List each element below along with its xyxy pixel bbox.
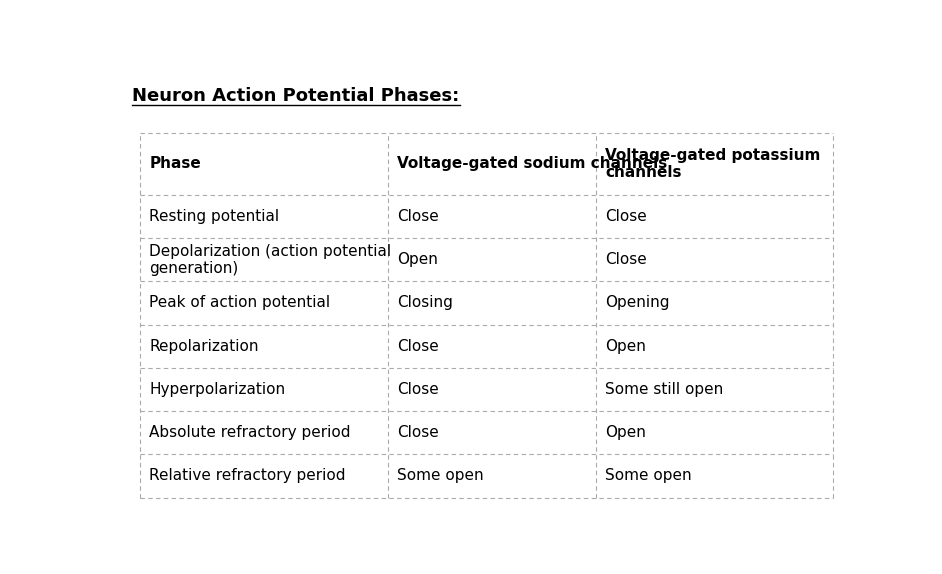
Text: Close: Close (606, 252, 647, 267)
Text: Open: Open (398, 252, 438, 267)
Text: Phase: Phase (149, 156, 201, 172)
Text: Close: Close (398, 339, 439, 354)
Text: Close: Close (398, 209, 439, 224)
Text: Voltage-gated potassium
channels: Voltage-gated potassium channels (606, 148, 820, 180)
Text: Peak of action potential: Peak of action potential (149, 296, 331, 311)
Text: Relative refractory period: Relative refractory period (149, 468, 346, 483)
Text: Resting potential: Resting potential (149, 209, 279, 224)
Text: Open: Open (606, 339, 646, 354)
Text: Close: Close (606, 209, 647, 224)
Text: Opening: Opening (606, 296, 670, 311)
Text: Open: Open (606, 425, 646, 440)
Text: Closing: Closing (398, 296, 453, 311)
Text: Voltage-gated sodium channels: Voltage-gated sodium channels (398, 156, 668, 172)
Text: Close: Close (398, 425, 439, 440)
Text: Depolarization (action potential
generation): Depolarization (action potential generat… (149, 243, 391, 276)
Text: Hyperpolarization: Hyperpolarization (149, 382, 285, 397)
Text: Repolarization: Repolarization (149, 339, 259, 354)
Text: Neuron Action Potential Phases:: Neuron Action Potential Phases: (132, 87, 460, 104)
Text: Absolute refractory period: Absolute refractory period (149, 425, 350, 440)
Text: Close: Close (398, 382, 439, 397)
Text: Some open: Some open (606, 468, 692, 483)
Text: Some open: Some open (398, 468, 484, 483)
Text: Some still open: Some still open (606, 382, 723, 397)
